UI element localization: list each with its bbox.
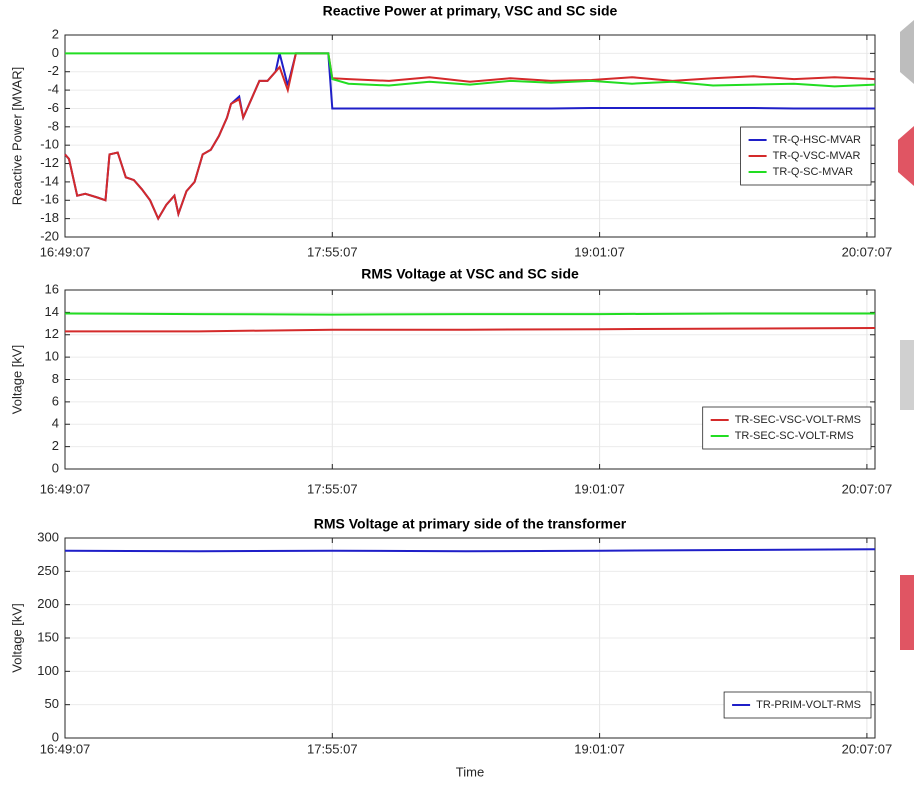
plot-frame xyxy=(64,34,876,238)
chart-title: Reactive Power at primary, VSC and SC si… xyxy=(323,3,618,19)
legend-label: TR-SEC-SC-VOLT-RMS xyxy=(735,430,854,442)
series-line xyxy=(64,52,876,221)
legend: TR-PRIM-VOLT-RMS xyxy=(723,691,872,719)
side-tab xyxy=(900,20,914,84)
y-tick-label: 300 xyxy=(37,529,59,544)
y-tick-label: -18 xyxy=(40,210,59,225)
y-tick-label: 250 xyxy=(37,563,59,578)
y-tick-label: 0 xyxy=(52,729,59,744)
legend-label: TR-Q-HSC-MVAR xyxy=(773,134,861,146)
legend-label: TR-SEC-VSC-VOLT-RMS xyxy=(735,414,861,426)
y-tick-label: -6 xyxy=(47,100,59,115)
y-tick-label: -8 xyxy=(47,118,59,133)
legend-label: TR-PRIM-VOLT-RMS xyxy=(756,699,861,711)
side-tab xyxy=(900,575,914,650)
y-tick-label: 14 xyxy=(45,304,59,319)
legend-label: TR-Q-SC-MVAR xyxy=(773,166,854,178)
y-tick-label: -16 xyxy=(40,192,59,207)
legend-label: TR-Q-VSC-MVAR xyxy=(773,150,861,162)
x-tick-label: 17:55:07 xyxy=(307,741,358,756)
side-tab xyxy=(898,126,914,186)
x-tick-label: 16:49:07 xyxy=(40,244,91,259)
y-tick-label: -12 xyxy=(40,155,59,170)
legend: TR-SEC-VSC-VOLT-RMS TR-SEC-SC-VOLT-RMS xyxy=(702,406,872,450)
y-axis-label: Reactive Power [MVAR] xyxy=(9,67,24,205)
y-axis-label: Voltage [kV] xyxy=(9,603,24,672)
y-tick-label: 50 xyxy=(45,696,59,711)
y-tick-label: -14 xyxy=(40,173,59,188)
series-line xyxy=(65,327,876,333)
x-tick-label: 19:01:07 xyxy=(574,481,625,496)
x-tick-label: 17:55:07 xyxy=(307,244,358,259)
y-tick-label: 2 xyxy=(52,26,59,41)
x-tick-label: 19:01:07 xyxy=(574,741,625,756)
series-line xyxy=(65,52,876,88)
series-line xyxy=(64,312,875,316)
x-tick-label: 16:49:07 xyxy=(40,741,91,756)
x-tick-label: 17:55:07 xyxy=(307,481,358,496)
y-tick-label: 10 xyxy=(45,349,59,364)
y-tick-label: -20 xyxy=(40,228,59,243)
y-tick-label: 200 xyxy=(37,596,59,611)
y-tick-label: -4 xyxy=(47,82,59,97)
y-tick-label: 100 xyxy=(37,663,59,678)
y-tick-label: 12 xyxy=(45,326,59,341)
y-tick-label: 16 xyxy=(45,281,59,296)
y-tick-label: 0 xyxy=(52,45,59,60)
legend-box xyxy=(702,406,872,450)
x-tick-label: 16:49:07 xyxy=(40,481,91,496)
y-tick-label: 8 xyxy=(52,371,59,386)
side-tab xyxy=(900,340,914,410)
x-tick-label: 20:07:07 xyxy=(842,741,893,756)
series-line xyxy=(64,548,876,553)
y-axis-label: Voltage [kV] xyxy=(9,345,24,414)
x-tick-label: 20:07:07 xyxy=(842,481,893,496)
y-tick-label: 150 xyxy=(37,629,59,644)
x-tick-label: 19:01:07 xyxy=(574,244,625,259)
y-tick-label: 0 xyxy=(52,460,59,475)
y-tick-label: 6 xyxy=(52,393,59,408)
y-tick-label: -10 xyxy=(40,137,59,152)
legend: TR-Q-HSC-MVAR TR-Q-VSC-MVAR TR-Q-SC-MVAR xyxy=(740,126,872,186)
chart-title: RMS Voltage at primary side of the trans… xyxy=(314,516,627,532)
x-axis-label: Time xyxy=(456,764,484,779)
y-tick-label: -2 xyxy=(47,63,59,78)
plot-frame xyxy=(64,537,876,739)
chart-title: RMS Voltage at VSC and SC side xyxy=(361,266,579,282)
y-tick-label: 4 xyxy=(52,416,59,431)
plot-frame xyxy=(64,289,876,470)
x-tick-label: 20:07:07 xyxy=(842,244,893,259)
y-tick-label: 2 xyxy=(52,438,59,453)
